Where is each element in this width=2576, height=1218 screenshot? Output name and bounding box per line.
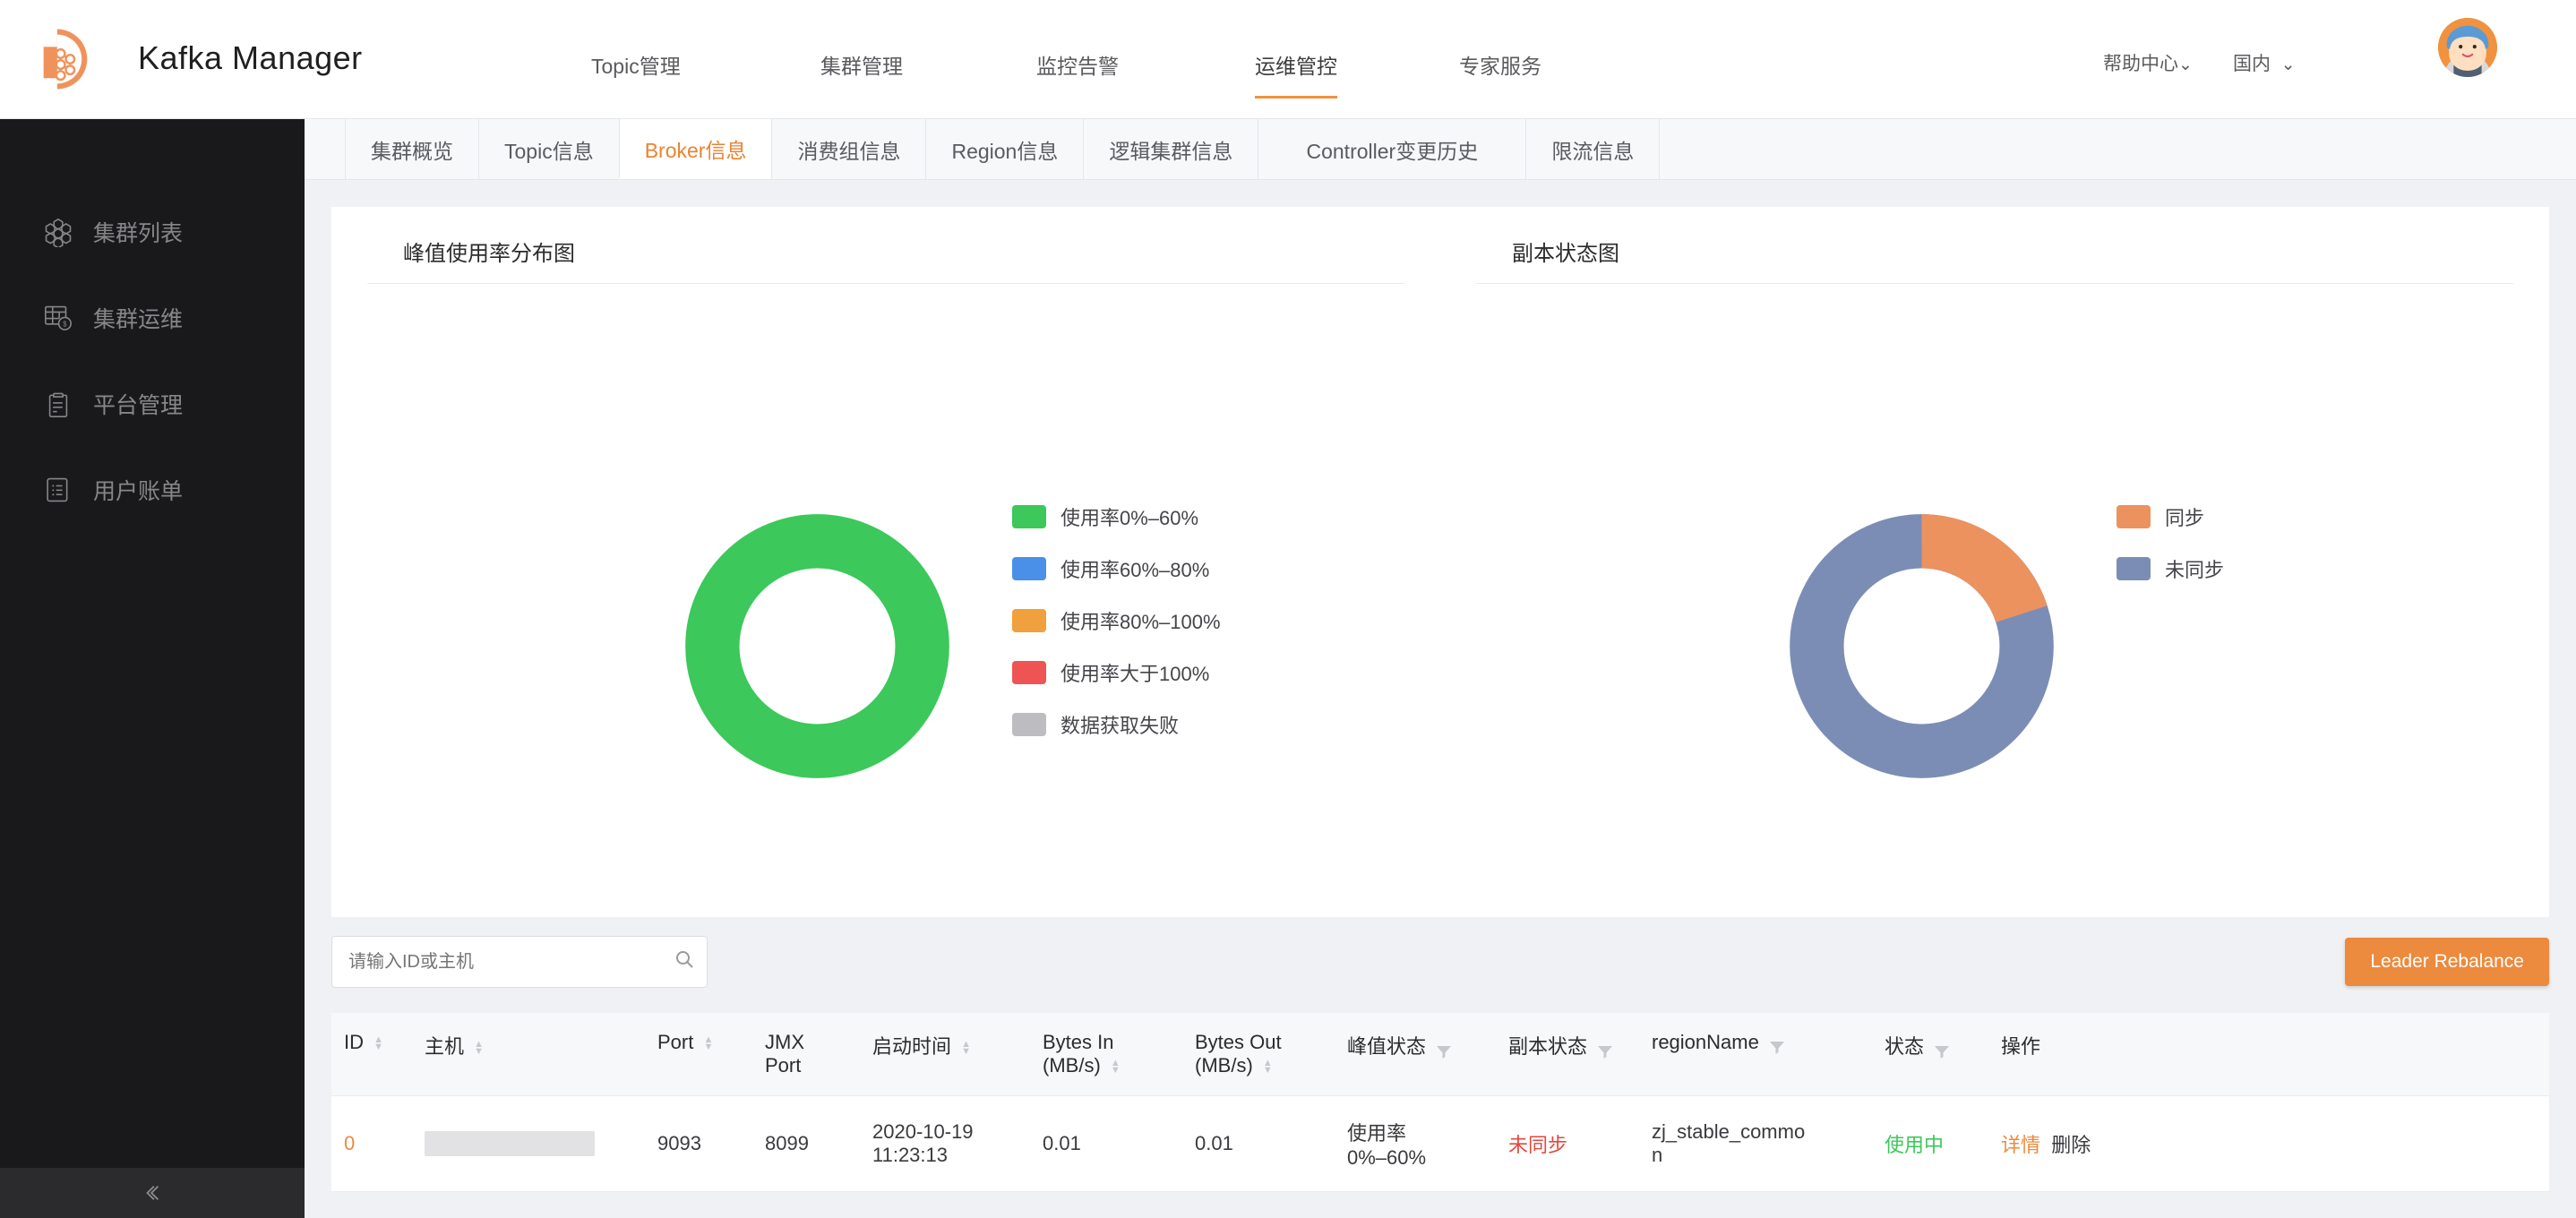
svg-text:$: $ (63, 320, 67, 328)
